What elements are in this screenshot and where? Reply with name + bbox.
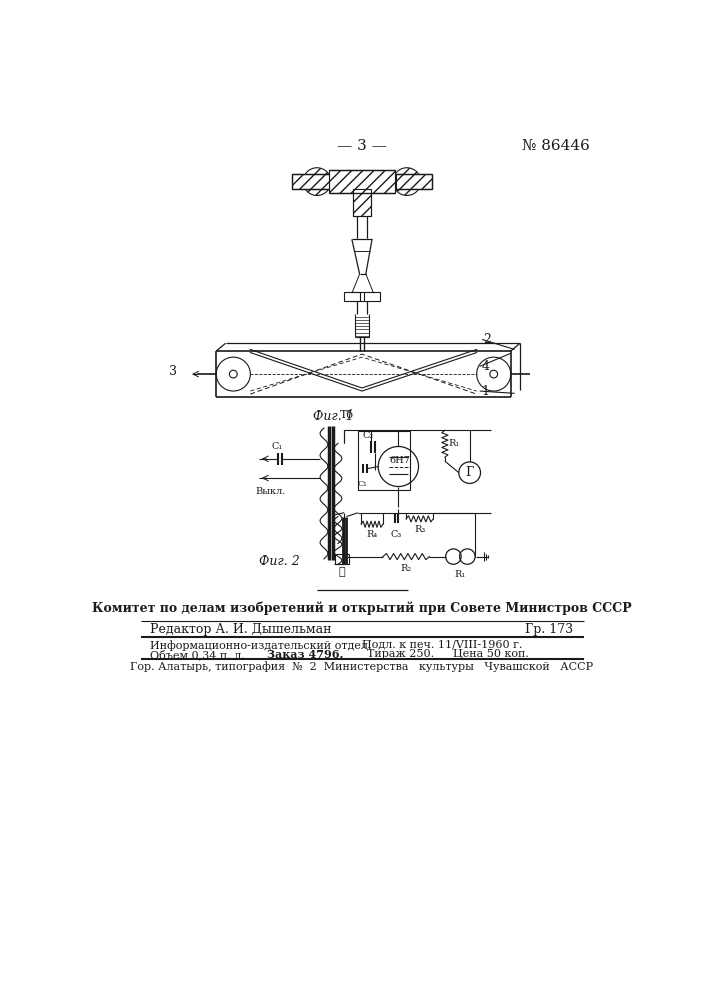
Text: Информационно-издательский отдел.: Информационно-издательский отдел.	[151, 640, 372, 651]
Bar	[353, 189, 371, 216]
Text: Гр. 173: Гр. 173	[525, 623, 573, 636]
Text: Выкл.: Выкл.	[255, 487, 286, 496]
Text: 1: 1	[481, 385, 489, 398]
Bar	[329, 170, 395, 193]
Text: R₂: R₂	[401, 564, 411, 573]
Text: Гор. Алатырь, типография  №  2  Министерства   культуры   Чувашской   АССР: Гор. Алатырь, типография № 2 Министерств…	[130, 661, 593, 672]
Text: R₃: R₃	[414, 525, 426, 534]
Text: Редактор А. И. Дышельман: Редактор А. И. Дышельман	[151, 623, 332, 636]
Text: 6Н7: 6Н7	[389, 456, 410, 465]
Text: ⏚: ⏚	[339, 567, 345, 577]
Text: С₁: С₁	[358, 480, 368, 488]
Text: Тираж 250.: Тираж 250.	[368, 649, 435, 659]
Bar	[358, 431, 410, 490]
Bar	[344, 292, 360, 301]
Text: 4: 4	[481, 360, 489, 373]
Text: Комитет по делам изобретений и открытий при Совете Министров СССР: Комитет по делам изобретений и открытий …	[92, 601, 632, 615]
Text: Объем 0,34 п. л.: Объем 0,34 п. л.	[151, 649, 256, 660]
Circle shape	[393, 168, 421, 195]
Bar	[292, 174, 329, 189]
Text: № 86446: № 86446	[522, 139, 590, 153]
Text: R₄: R₄	[366, 530, 378, 539]
Text: R₁: R₁	[449, 439, 460, 448]
Text: — 3 —: — 3 —	[337, 139, 387, 153]
Text: Заказ 4796.: Заказ 4796.	[267, 649, 343, 660]
Text: Фиг. 2: Фиг. 2	[259, 555, 300, 568]
Polygon shape	[352, 239, 372, 274]
Text: Подл. к печ. 11/VIII-1960 г.: Подл. к печ. 11/VIII-1960 г.	[362, 640, 522, 650]
Text: C₂: C₂	[363, 431, 374, 440]
Text: Цена 50 коп.: Цена 50 коп.	[452, 649, 529, 659]
Text: C₃: C₃	[390, 530, 402, 539]
Text: Фиг. 1: Фиг. 1	[313, 410, 354, 423]
Text: Тб: Тб	[340, 410, 354, 420]
Text: C₁: C₁	[271, 442, 282, 451]
Text: 2: 2	[484, 333, 491, 346]
Bar	[364, 292, 380, 301]
Text: Г: Г	[465, 466, 474, 479]
Circle shape	[303, 168, 331, 195]
Text: 3: 3	[170, 365, 177, 378]
Bar	[396, 174, 433, 189]
Bar	[335, 554, 349, 564]
Text: R₁: R₁	[455, 570, 466, 579]
